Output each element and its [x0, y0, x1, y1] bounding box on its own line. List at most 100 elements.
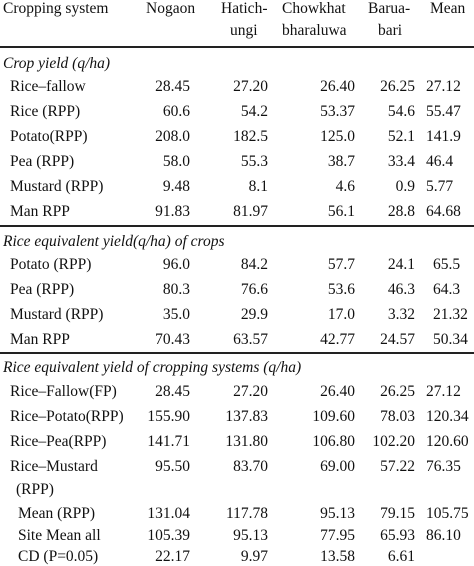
cell-nogaon: 131.04 — [147, 505, 190, 522]
row-label: Rice (RPP) — [10, 103, 81, 120]
cell-mean: 21.32 — [433, 306, 468, 323]
cell-baruabari: 6.61 — [387, 548, 415, 565]
cell-chowkhat: 53.6 — [327, 281, 355, 298]
cell-nogaon: 60.6 — [162, 103, 190, 120]
cell-baruabari: 102.20 — [372, 433, 415, 450]
cell-nogaon: 58.0 — [162, 153, 190, 170]
cell-nogaon: 91.83 — [155, 203, 190, 220]
cell-baruabari: 54.6 — [387, 103, 415, 120]
cell-chowkhat: 125.0 — [320, 128, 355, 145]
section-rule — [0, 225, 474, 227]
cell-hatichungi: 117.78 — [225, 505, 268, 522]
cell-mean: 46.4 — [426, 153, 454, 170]
header-hatichungi-line2: ungi — [230, 22, 258, 39]
cell-baruabari: 79.15 — [380, 505, 415, 522]
row-label: Man RPP — [10, 203, 70, 220]
cell-chowkhat: 42.77 — [320, 331, 355, 348]
cell-hatichungi: 9.97 — [240, 548, 268, 565]
cell-baruabari: 24.57 — [380, 331, 415, 348]
cell-hatichungi: 95.13 — [233, 527, 268, 544]
row-label: Mean (RPP) — [18, 505, 96, 522]
cell-hatichungi: 55.3 — [240, 153, 268, 170]
cell-mean: 27.12 — [426, 383, 461, 400]
cell-nogaon: 141.71 — [147, 433, 190, 450]
cell-nogaon: 28.45 — [155, 78, 190, 95]
cell-baruabari: 78.03 — [380, 408, 415, 425]
section-title: Rice equivalent yield(q/ha) of crops — [3, 233, 225, 250]
header-cropping-system: Cropping system — [3, 0, 109, 17]
cell-chowkhat: 26.40 — [320, 383, 355, 400]
cell-baruabari: 33.4 — [387, 153, 415, 170]
cell-nogaon: 96.0 — [162, 256, 190, 273]
cell-nogaon: 95.50 — [155, 458, 190, 475]
header-hatichungi-line1: Hatich- — [221, 0, 268, 17]
cell-baruabari: 57.22 — [380, 458, 415, 475]
cell-hatichungi: 29.9 — [240, 306, 268, 323]
cell-chowkhat: 17.0 — [327, 306, 355, 323]
row-label: Rice–fallow — [10, 78, 86, 95]
row-label: Rice–Pea(RPP) — [10, 433, 107, 450]
row-label: Potato(RPP) — [10, 128, 88, 145]
cell-nogaon: 80.3 — [162, 281, 190, 298]
header-nogaon: Nogaon — [146, 0, 196, 17]
cell-nogaon: 70.43 — [155, 331, 190, 348]
cell-chowkhat: 26.40 — [320, 78, 355, 95]
header-chowkhat-line2: bharaluwa — [282, 22, 347, 39]
cell-hatichungi: 54.2 — [240, 103, 268, 120]
cell-chowkhat: 38.7 — [327, 153, 355, 170]
cell-hatichungi: 63.57 — [233, 331, 268, 348]
cell-mean: 86.10 — [426, 527, 461, 544]
cell-chowkhat: 56.1 — [327, 203, 355, 220]
header-chowkhat-line1: Chowkhat — [282, 0, 346, 17]
cell-hatichungi: 83.70 — [233, 458, 268, 475]
cell-baruabari: 26.25 — [380, 78, 415, 95]
cell-hatichungi: 8.1 — [248, 178, 268, 195]
cell-baruabari: 52.1 — [387, 128, 415, 145]
row-label: Site Mean all — [18, 527, 101, 544]
section-title: Crop yield (q/ha) — [3, 55, 111, 72]
cell-nogaon: 155.90 — [147, 408, 190, 425]
cell-baruabari: 24.1 — [387, 256, 415, 273]
cell-hatichungi: 182.5 — [233, 128, 268, 145]
row-label: Pea (RPP) — [10, 153, 75, 170]
cell-nogaon: 35.0 — [162, 306, 190, 323]
row-label-line2: (RPP) — [16, 481, 54, 498]
cell-mean: 64.3 — [433, 281, 461, 298]
cell-mean: 5.77 — [426, 178, 454, 195]
row-label: Rice–Fallow(FP) — [10, 383, 117, 400]
cell-mean: 65.5 — [433, 256, 461, 273]
row-label: Pea (RPP) — [10, 281, 75, 298]
cell-baruabari: 3.32 — [387, 306, 415, 323]
cell-hatichungi: 131.80 — [225, 433, 268, 450]
cell-nogaon: 22.17 — [155, 548, 190, 565]
cell-chowkhat: 95.13 — [320, 505, 355, 522]
cell-chowkhat: 106.80 — [312, 433, 355, 450]
cell-hatichungi: 137.83 — [225, 408, 268, 425]
cell-baruabari: 65.93 — [380, 527, 415, 544]
header-baruabari-line2: bari — [378, 22, 403, 39]
cell-mean: 76.35 — [426, 458, 461, 475]
cell-nogaon: 28.45 — [155, 383, 190, 400]
cell-mean: 105.75 — [426, 505, 469, 522]
cell-baruabari: 26.25 — [380, 383, 415, 400]
header-baruabari-line1: Barua- — [368, 0, 411, 17]
cell-nogaon: 9.48 — [162, 178, 190, 195]
row-label: Mustard (RPP) — [10, 306, 104, 323]
section-rule — [0, 352, 474, 354]
cell-mean: 64.68 — [426, 203, 461, 220]
cell-chowkhat: 69.00 — [320, 458, 355, 475]
cell-nogaon: 105.39 — [147, 527, 190, 544]
cell-mean: 27.12 — [426, 78, 461, 95]
cell-chowkhat: 4.6 — [335, 178, 355, 195]
cell-chowkhat: 109.60 — [312, 408, 355, 425]
cell-chowkhat: 57.7 — [327, 256, 355, 273]
cell-mean: 120.34 — [426, 408, 469, 425]
cell-chowkhat: 53.37 — [320, 103, 355, 120]
row-label: Potato (RPP) — [10, 256, 92, 273]
cell-baruabari: 0.9 — [395, 178, 415, 195]
header-rule — [0, 46, 474, 48]
row-label: Man RPP — [10, 331, 70, 348]
cell-hatichungi: 84.2 — [240, 256, 268, 273]
cell-mean: 141.9 — [426, 128, 461, 145]
